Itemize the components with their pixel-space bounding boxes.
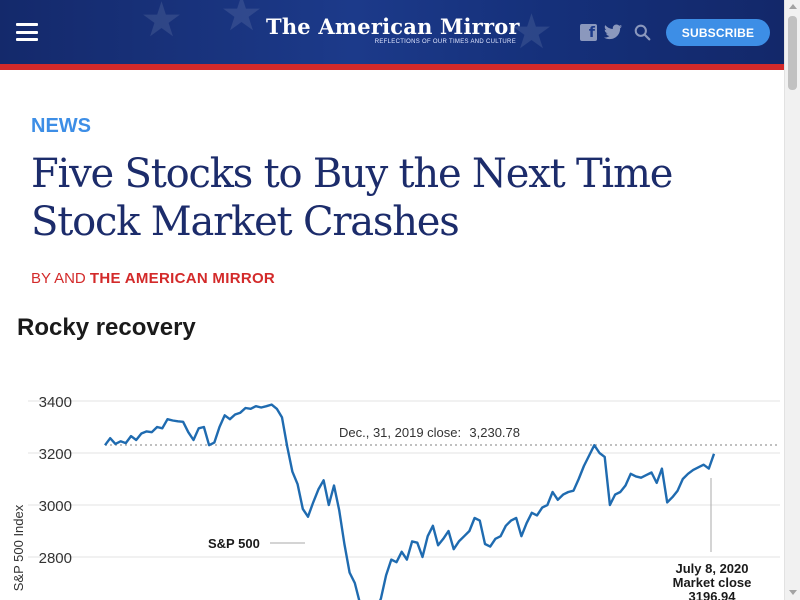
- byline: BY AND THE AMERICAN MIRROR: [31, 270, 275, 287]
- site-header: ★ ★ ★ The American Mirror REFLECTIONS OF…: [0, 0, 784, 64]
- end-annotation-caption: Market close: [673, 575, 752, 590]
- y-tick-label: 2800: [39, 550, 72, 567]
- series-line-sp500: [104, 403, 716, 600]
- y-tick-label: 3400: [39, 394, 72, 411]
- subscribe-button[interactable]: SUBSCRIBE: [666, 19, 770, 46]
- brand-name: The American Mirror: [266, 14, 520, 39]
- brand-tagline: REFLECTIONS OF OUR TIMES AND CULTURE: [374, 39, 516, 45]
- scroll-thumb[interactable]: [788, 16, 797, 90]
- star-decoration: ★: [510, 4, 554, 60]
- y-axis-label: S&P 500 Index: [11, 504, 26, 591]
- menu-icon[interactable]: [16, 23, 38, 41]
- star-decoration: ★: [220, 0, 264, 42]
- scroll-down-arrow-icon[interactable]: [789, 590, 797, 595]
- end-annotation-value: 3196.94: [689, 589, 737, 600]
- byline-author-link[interactable]: THE AMERICAN MIRROR: [89, 270, 276, 287]
- chart-title: Rocky recovery: [17, 314, 196, 341]
- facebook-icon[interactable]: f: [580, 24, 597, 41]
- y-tick-label: 3000: [39, 498, 72, 515]
- header-stripe: [0, 64, 784, 70]
- twitter-icon[interactable]: [604, 24, 622, 42]
- star-decoration: ★: [140, 0, 184, 48]
- article-headline: Five Stocks to Buy the Next Time Stock M…: [31, 150, 751, 246]
- scrollbar[interactable]: [784, 0, 800, 600]
- headline-line-1: Five Stocks to Buy the Next Time: [31, 151, 673, 197]
- scroll-up-arrow-icon[interactable]: [789, 4, 797, 9]
- reference-line-value: 3,230.78: [469, 425, 520, 440]
- site-logo[interactable]: The American Mirror REFLECTIONS OF OUR T…: [266, 14, 520, 45]
- category-link[interactable]: NEWS: [31, 115, 91, 137]
- y-tick-label: 3200: [39, 446, 72, 463]
- byline-prefix: BY AND: [31, 270, 86, 287]
- search-icon[interactable]: [634, 24, 651, 42]
- reference-line-label: Dec., 31, 2019 close:: [339, 425, 461, 440]
- series-label: S&P 500: [208, 536, 260, 551]
- headline-line-2: Stock Market Crashes: [31, 199, 460, 245]
- end-annotation-date: July 8, 2020: [676, 561, 749, 576]
